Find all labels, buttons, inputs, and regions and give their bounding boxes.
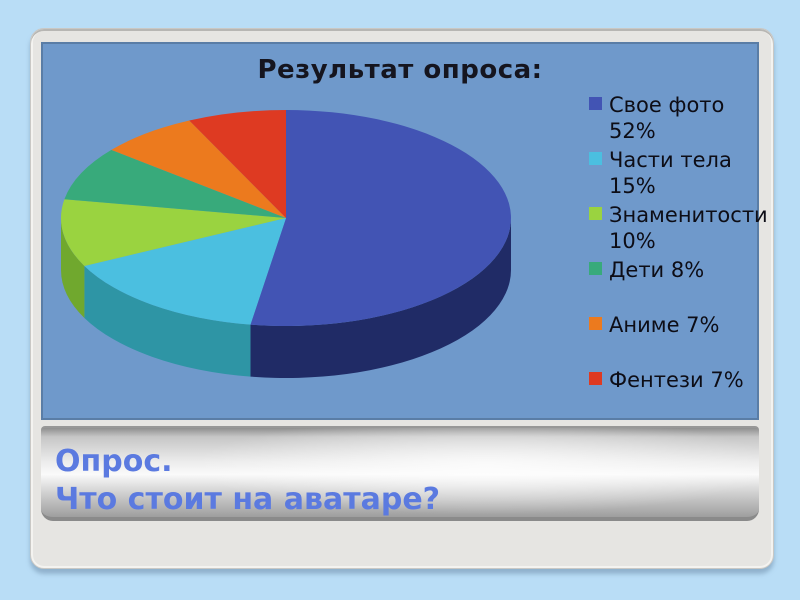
legend-swatch-icon bbox=[589, 207, 602, 220]
pie-slice-Свое фото bbox=[250, 110, 511, 327]
presentation-slide: Результат опроса: Свое фото 52% Части тел… bbox=[30, 28, 774, 569]
pie-slice-Фентези bbox=[189, 110, 286, 218]
legend-item: Части тела 15% bbox=[589, 147, 757, 202]
title-band: Опрос. Что стоит на аватаре? bbox=[41, 426, 759, 521]
pie-slice-side-Свое фото bbox=[250, 218, 512, 379]
pie-slice-Части тела bbox=[84, 218, 286, 325]
legend-item: Свое фото 52% bbox=[589, 92, 757, 147]
legend-label: Аниме 7% bbox=[609, 313, 720, 337]
chart-legend: Свое фото 52% Части тела 15% Знаменитости … bbox=[589, 92, 768, 422]
legend-swatch-icon bbox=[589, 372, 602, 385]
legend-label: Дети 8% bbox=[609, 258, 705, 282]
chart-panel: Результат опроса: Свое фото 52% Части тел… bbox=[41, 42, 768, 422]
chart-title: Результат опроса: bbox=[257, 55, 543, 85]
pie-slice-Аниме bbox=[111, 120, 287, 218]
legend-label: Части тела 15% bbox=[609, 148, 732, 198]
pie-slice-side-Знаменитости bbox=[61, 218, 85, 318]
legend-item: Знаменитости 10% bbox=[589, 202, 768, 257]
legend-label: Знаменитости 10% bbox=[609, 203, 768, 253]
pie-slice-Знаменитости bbox=[61, 199, 287, 266]
pie-slice-side-Части тела bbox=[84, 265, 251, 377]
slide-title: Опрос. Что стоит на аватаре? bbox=[41, 428, 759, 519]
pie-slice-Дети bbox=[64, 149, 286, 218]
legend-swatch-icon bbox=[589, 317, 602, 330]
legend-item: Дети 8% bbox=[589, 257, 757, 312]
slide-title-line1: Опрос. bbox=[55, 444, 173, 479]
legend-item: Аниме 7% bbox=[589, 312, 757, 367]
legend-item: Фентези 7% bbox=[589, 367, 757, 422]
legend-label: Фентези 7% bbox=[609, 368, 744, 392]
legend-swatch-icon bbox=[589, 97, 602, 110]
legend-swatch-icon bbox=[589, 262, 602, 275]
pie-chart bbox=[61, 110, 512, 379]
legend-label: Свое фото 52% bbox=[609, 93, 725, 143]
legend-swatch-icon bbox=[589, 152, 602, 165]
slide-title-line2: Что стоит на аватаре? bbox=[55, 482, 441, 517]
